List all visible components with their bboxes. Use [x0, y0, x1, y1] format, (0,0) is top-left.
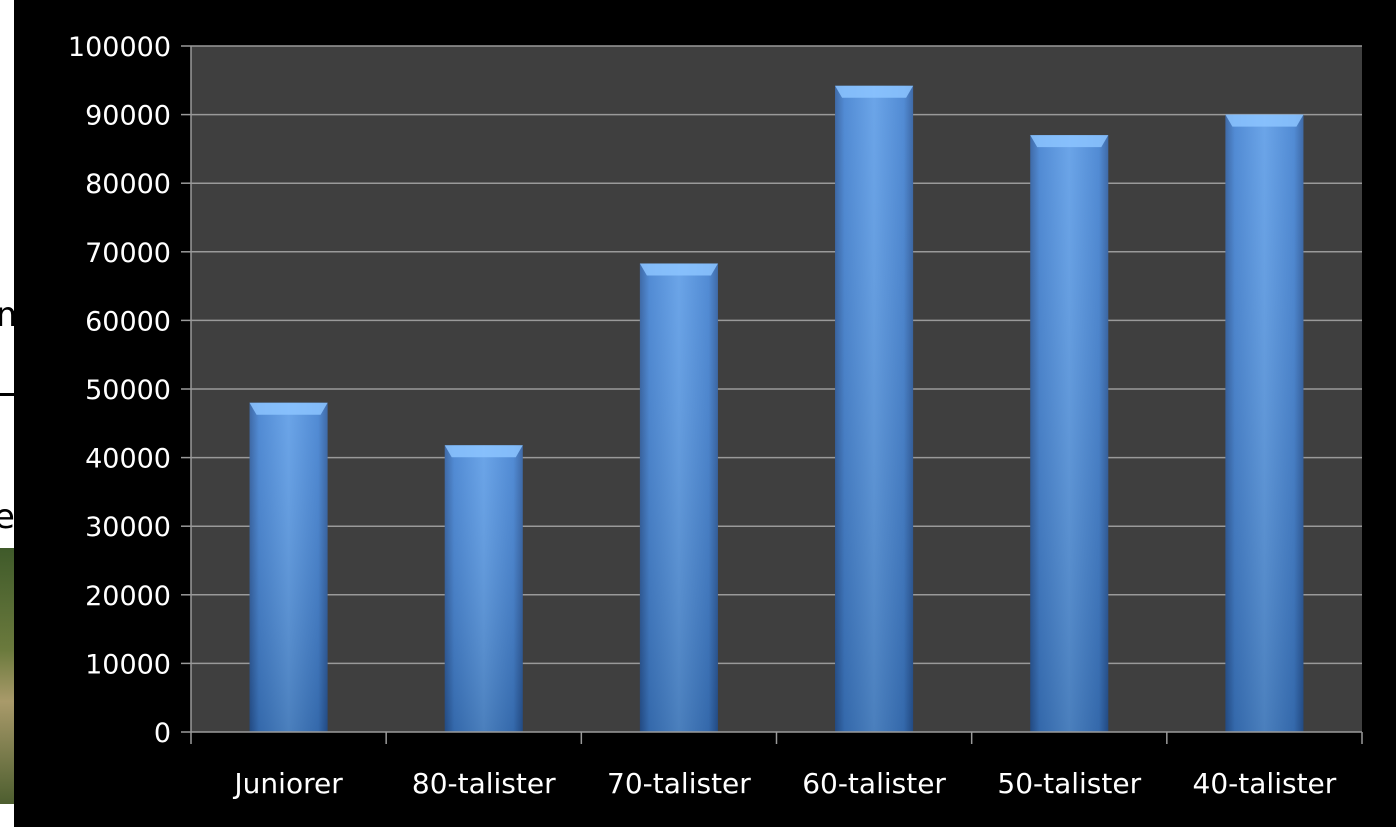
bar-cap	[1030, 135, 1109, 148]
x-category-label: 40-talister	[1193, 767, 1337, 800]
y-tick-label: 20000	[85, 581, 171, 612]
x-category-label: 60-talister	[802, 767, 946, 800]
bar-shading	[1030, 135, 1109, 732]
bar-shading	[444, 445, 523, 732]
y-tick-label: 80000	[85, 169, 171, 200]
bar-shading	[249, 402, 328, 732]
bar-chart: 0 10000 20000 30000 40000 50000 60000 70000 8000…	[68, 32, 1363, 800]
x-category-label: 70-talister	[607, 767, 751, 800]
bar-cap	[639, 263, 718, 276]
bar-60-talister	[835, 85, 914, 732]
bar-cap	[1225, 114, 1304, 127]
bar-shading	[835, 85, 914, 732]
bar-cap	[249, 402, 328, 415]
y-tick-label: 40000	[85, 444, 171, 475]
y-tick-label: 60000	[85, 306, 171, 337]
x-category-label: Juniorer	[232, 767, 343, 800]
bar-Juniorer	[249, 402, 328, 732]
chart-panel: 0 10000 20000 30000 40000 50000 60000 70000 8000…	[14, 0, 1396, 827]
x-category-label: 80-talister	[412, 767, 556, 800]
bar-shading	[1225, 114, 1304, 733]
x-category-label: 50-talister	[997, 767, 1141, 800]
bar-cap	[835, 85, 914, 98]
y-tick-label: 0	[154, 718, 171, 749]
bar-shading	[639, 263, 718, 732]
bar-40-talister	[1225, 114, 1304, 733]
background-photo	[0, 548, 14, 804]
y-tick-label: 30000	[85, 512, 171, 543]
y-tick-label: 10000	[85, 649, 171, 680]
bar-cap	[444, 445, 523, 458]
background-text-fragment: e	[0, 497, 15, 537]
y-tick-label: 70000	[85, 238, 171, 269]
bar-50-talister	[1030, 135, 1109, 732]
y-tick-label: 90000	[85, 101, 171, 132]
bar-80-talister	[444, 445, 523, 732]
y-tick-label: 50000	[85, 375, 171, 406]
y-tick-label: 100000	[68, 32, 171, 63]
background-rule	[0, 393, 14, 396]
bar-70-talister	[639, 263, 718, 732]
